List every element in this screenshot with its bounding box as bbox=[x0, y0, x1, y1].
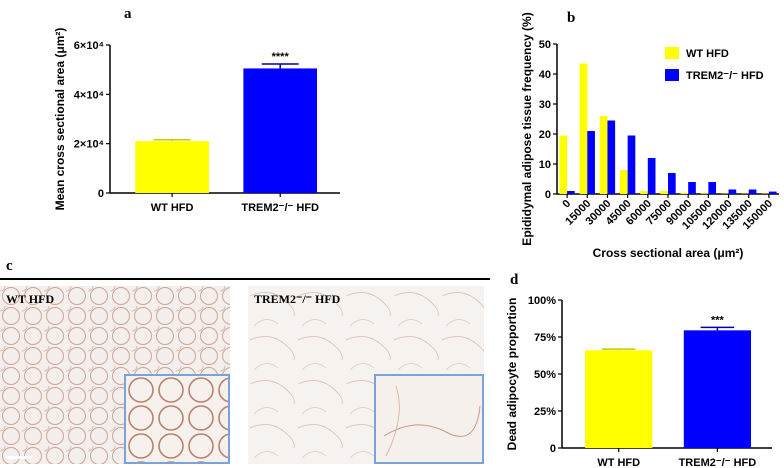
chart-b-legend-swatch bbox=[665, 69, 679, 81]
chart-d-bar bbox=[585, 350, 653, 448]
micrograph-wt-inset bbox=[124, 374, 230, 464]
chart-d-x-tick-label: WT HFD bbox=[597, 457, 640, 468]
wt-inset-texture bbox=[126, 376, 228, 462]
chart-b-legend-label: TREM2⁻/⁻ HFD bbox=[686, 70, 764, 82]
panel-label-c: c bbox=[6, 258, 13, 274]
chart-b-bar bbox=[607, 120, 616, 194]
chart-d-significance: *** bbox=[711, 314, 725, 326]
chart-b-x-tick-label: 0 bbox=[560, 198, 573, 211]
chart-a-bar bbox=[243, 68, 317, 193]
chart-b-bar bbox=[680, 193, 689, 194]
panel-c-divider bbox=[0, 278, 490, 280]
chart-b-bar bbox=[668, 173, 676, 194]
chart-b-y-axis-title: Epididymal adipose tissue frequency (%) bbox=[520, 12, 534, 245]
chart-d-y-tick-label: 0 bbox=[550, 443, 556, 455]
micrograph-trem2: TREM2⁻/⁻ HFD bbox=[248, 286, 484, 464]
chart-b-bar bbox=[708, 182, 717, 194]
chart-a-y-tick-label: 0 bbox=[98, 188, 104, 200]
chart-b-bar bbox=[700, 193, 709, 194]
chart-a-y-tick-label: 4×10⁴ bbox=[74, 89, 104, 101]
chart-d-y-axis-title: Dead adipocyte proportion bbox=[505, 298, 519, 451]
micrograph-trem2-label: TREM2⁻/⁻ HFD bbox=[254, 292, 341, 306]
chart-b-y-tick-label: 50 bbox=[539, 39, 551, 51]
chart-a-bar bbox=[135, 141, 209, 193]
chart-a-y-tick-label: 2×10⁴ bbox=[74, 139, 104, 151]
chart-d-y-tick-label: 75% bbox=[534, 332, 556, 344]
chart-b-bar bbox=[748, 189, 757, 194]
panel-label-d: d bbox=[510, 272, 519, 288]
chart-b-bar bbox=[619, 170, 628, 194]
panel-label-b: b bbox=[567, 10, 576, 26]
chart-b-bar bbox=[647, 158, 656, 194]
trem2-inset-texture bbox=[383, 385, 481, 457]
chart-b-bar bbox=[728, 189, 737, 194]
chart-d-x-tick-label: TREM2⁻/⁻ HFD bbox=[679, 457, 757, 468]
chart-b-y-tick-label: 10 bbox=[539, 159, 551, 171]
scale-bar bbox=[6, 456, 32, 459]
chart-b-bar bbox=[559, 135, 568, 194]
chart-d-y-tick-label: 100% bbox=[528, 295, 556, 307]
chart-b-bar bbox=[627, 135, 636, 194]
chart-b-bar bbox=[660, 191, 668, 194]
chart-b-y-tick-label: 0 bbox=[545, 189, 551, 201]
chart-a-x-tick-label: WT HFD bbox=[151, 202, 194, 214]
chart-d-bar bbox=[683, 330, 751, 448]
chart-a-significance: **** bbox=[272, 51, 290, 63]
chart-d-y-tick-label: 50% bbox=[534, 369, 556, 381]
chart-b-y-tick-label: 20 bbox=[539, 129, 551, 141]
panel-label-a: a bbox=[124, 6, 132, 22]
chart-b-bar bbox=[768, 191, 777, 194]
chart-d-y-tick-label: 25% bbox=[534, 406, 556, 418]
chart-b-bar bbox=[688, 182, 696, 194]
chart-b-legend-swatch bbox=[665, 47, 679, 59]
chart-a-x-tick-label: TREM2⁻/⁻ HFD bbox=[241, 202, 319, 214]
chart-b-legend-label: WT HFD bbox=[686, 48, 729, 60]
micrograph-wt: WT HFD bbox=[0, 286, 230, 464]
micrograph-wt-label: WT HFD bbox=[6, 292, 55, 306]
chart-b-bar bbox=[567, 191, 575, 194]
chart-b-bar bbox=[640, 191, 648, 194]
chart-b-y-tick-label: 40 bbox=[539, 69, 551, 81]
chart-b-x-axis-title: Cross sectional area (μm²) bbox=[593, 246, 744, 260]
chart-b-y-tick-label: 30 bbox=[539, 99, 551, 111]
micrograph-trem2-inset bbox=[374, 374, 484, 464]
chart-a-y-axis-title: Mean cross sectional area (μm²) bbox=[53, 28, 67, 211]
chart-b-bar bbox=[599, 116, 608, 194]
chart-a-y-tick-label: 6×10⁴ bbox=[74, 40, 104, 52]
chart-b-bar bbox=[587, 131, 595, 194]
chart-b-bar bbox=[579, 63, 588, 194]
